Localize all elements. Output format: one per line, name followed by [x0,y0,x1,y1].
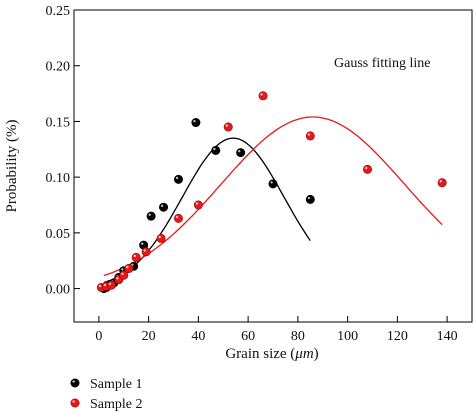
point-sample-1 [146,211,156,221]
point-highlight [103,283,107,287]
point-highlight [238,150,241,153]
x-axis-label-prefix: Grain size ( [225,346,295,362]
point-sample-2 [156,233,166,243]
point-highlight [141,242,144,245]
y-tick-label: 0.10 [46,171,71,186]
point-highlight [160,204,164,208]
point-highlight [133,254,136,258]
x-axis-label-unit: μm [294,346,314,362]
x-tick-label: 100 [337,329,358,344]
data-points [96,91,447,294]
y-tick-label: 0.00 [46,283,71,298]
point-highlight [213,147,216,151]
point-sample-1 [305,194,315,204]
legend-label-sample-2: Sample 2 [90,397,143,412]
point-sample-1 [159,202,169,212]
x-tick-label: 40 [191,329,205,344]
point-sample-1 [191,118,201,128]
y-tick-label: 0.20 [46,60,71,75]
x-tick-label: 80 [291,329,305,344]
point-sample-2 [363,164,373,174]
point-sample-2 [437,178,447,188]
point-sample-2 [305,131,315,141]
point-highlight [121,272,124,275]
legend-label-sample-1: Sample 1 [90,377,143,392]
point-highlight [143,249,146,252]
point-sample-2 [141,247,151,257]
point-highlight [195,202,199,205]
point-highlight [439,180,442,183]
point-highlight [225,124,229,127]
point-sample-2 [258,91,268,101]
y-tick-label: 0.25 [46,4,71,19]
point-highlight [175,215,179,219]
y-axis: 0.00 0.05 0.10 0.15 0.20 0.25 [46,4,80,298]
point-sample-1 [173,174,183,184]
point-highlight [121,268,124,271]
x-tick-label: 120 [387,329,408,344]
point-highlight [98,284,102,288]
gauss-fitting-annotation: Gauss fitting line [334,56,430,71]
point-highlight [260,93,263,96]
point-highlight [193,119,196,123]
x-tick-label: 60 [241,329,255,344]
point-highlight [364,166,368,170]
x-axis-label: Grain size (μm) [225,346,318,362]
y-tick-label: 0.15 [46,115,71,130]
point-sample-2 [193,200,203,210]
point-highlight [148,213,151,216]
point-sample-2 [173,213,183,223]
point-sample-2 [124,264,134,274]
point-sample-2 [131,252,141,262]
y-tick-label: 0.05 [46,227,71,242]
point-highlight [158,235,161,239]
point-sample-2 [223,122,233,132]
plot-frame [73,9,473,323]
point-highlight [270,181,273,184]
point-highlight [307,133,311,136]
legend-marker-highlight [72,400,75,403]
x-tick-label: 140 [437,329,458,344]
point-highlight [175,176,179,180]
point-highlight [126,265,129,269]
point-sample-1 [268,179,278,189]
x-axis-label-suffix: ) [314,346,319,362]
gauss-fit-lines [103,116,443,284]
legend: Sample 1 Sample 2 [70,377,143,412]
point-highlight [108,282,112,286]
point-highlight [307,196,311,200]
legend-marker-highlight [72,380,75,383]
legend-marker-sample-2 [70,398,80,408]
point-sample-1 [236,148,246,158]
y-axis-label: Probability (%) [4,120,20,213]
x-axis: 0 20 40 60 80 100 120 140 [95,316,458,344]
point-highlight [116,277,119,280]
legend-marker-sample-1 [70,378,80,388]
x-tick-label: 20 [142,329,156,344]
fit-line-sample-2 [103,116,443,277]
point-sample-1 [211,145,221,155]
x-tick-label: 0 [95,329,102,344]
point-sample-2 [106,280,116,290]
